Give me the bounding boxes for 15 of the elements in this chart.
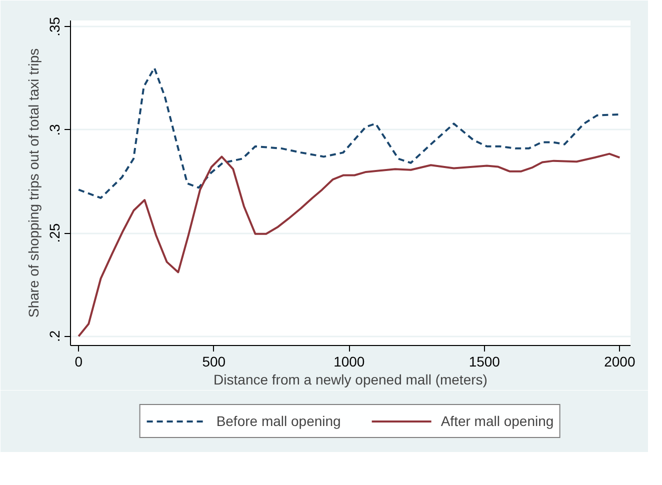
x-tick-label: 1500: [468, 354, 500, 370]
legend-label: After mall opening: [440, 413, 554, 429]
x-axis-title: Distance from a newly opened mall (meters): [214, 372, 488, 388]
y-axis-title: Share of shopping trips out of total taxi trips: [26, 48, 42, 318]
legend-label: Before mall opening: [216, 413, 341, 429]
x-tick-label: 2000: [604, 354, 636, 370]
line-series: [78, 66, 621, 199]
x-tick-label: 1000: [334, 354, 365, 370]
x-tick-label: 0: [74, 354, 83, 370]
line-series: [78, 152, 621, 338]
y-tick-label: .3: [46, 124, 62, 136]
y-tick-label: .25: [46, 223, 62, 243]
x-tick-label: 500: [202, 354, 226, 370]
y-tick-label: .2: [46, 330, 62, 342]
y-tick-label: .35: [46, 16, 62, 36]
